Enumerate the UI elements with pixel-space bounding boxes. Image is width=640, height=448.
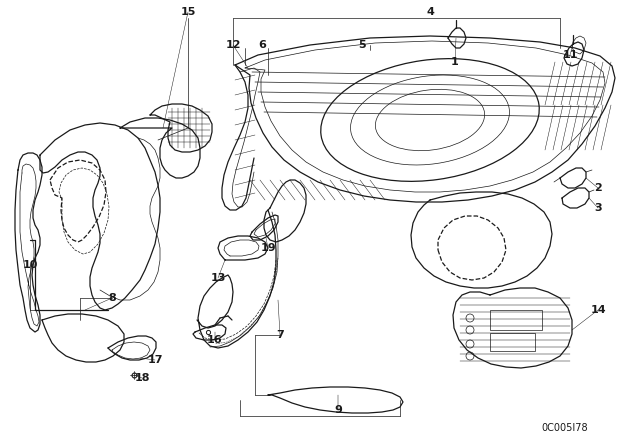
Text: 0C005I78: 0C005I78 [541,423,588,433]
Text: 1: 1 [451,57,459,67]
Text: 7: 7 [276,330,284,340]
Text: 6: 6 [258,40,266,50]
Text: 3: 3 [594,203,602,213]
Text: 19: 19 [260,243,276,253]
Text: 8: 8 [108,293,116,303]
Bar [490,310,542,330]
Text: 9: 9 [334,405,342,415]
Text: 17: 17 [147,355,163,365]
Text: 2: 2 [594,183,602,193]
Text: 10: 10 [22,260,38,270]
Text: 13: 13 [211,273,226,283]
Text: 18: 18 [134,373,150,383]
Text: 12: 12 [225,40,241,50]
Text: 15: 15 [180,7,196,17]
Text: 14: 14 [590,305,606,315]
Text: 4: 4 [426,7,434,17]
Bar [490,333,535,351]
Text: 11: 11 [563,50,578,60]
Text: 16: 16 [207,335,223,345]
Text: 5: 5 [358,40,366,50]
